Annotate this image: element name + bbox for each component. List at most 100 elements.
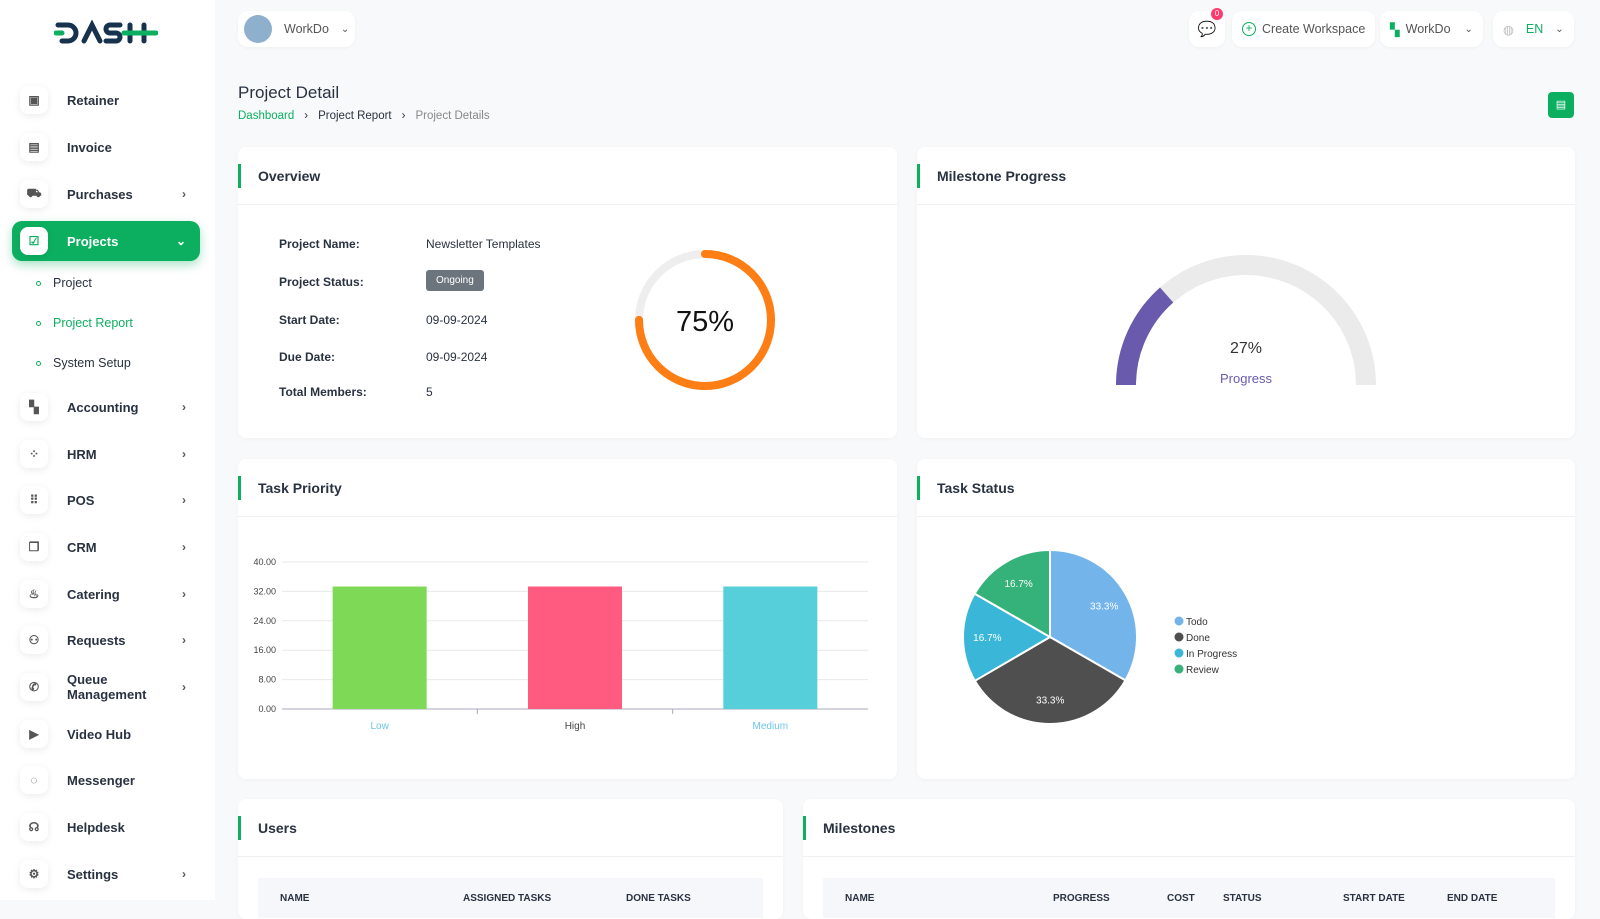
sidebar-item-label: Helpdesk — [67, 819, 125, 835]
phone-icon: ✆ — [20, 673, 48, 701]
sidebar-item-purchases[interactable]: ⛟ Purchases › — [12, 174, 200, 214]
sidebar-item-label: Queue Management — [67, 672, 147, 702]
checkbox-icon: ☑ — [20, 227, 48, 255]
language-selector[interactable]: ◍ EN ⌄ — [1493, 11, 1574, 47]
field-label: Start Date: — [279, 313, 340, 327]
sidebar-item-label: Invoice — [67, 139, 112, 155]
progress-ring: 75% — [635, 250, 775, 390]
sidebar-subitem[interactable]: System Setup — [36, 356, 131, 370]
chevron-icon: › — [182, 540, 186, 554]
bar-medium[interactable] — [723, 586, 818, 709]
sidebar-item-label: Messenger — [67, 772, 135, 788]
pie-slice-review[interactable] — [973, 548, 1051, 639]
sidebar-item-queue-management[interactable]: ✆ Queue Management › — [12, 667, 200, 707]
y-tick-label: 16.00 — [253, 645, 276, 655]
legend-swatch — [1174, 648, 1184, 658]
chef-icon: ♨ — [20, 580, 48, 608]
sidebar-item-label: Retainer — [67, 92, 120, 108]
export-button[interactable]: ▤ — [1548, 92, 1574, 118]
subitem-label: Project — [53, 276, 92, 290]
y-tick-label: 0.00 — [258, 704, 276, 714]
chevron-icon: › — [182, 187, 186, 201]
workspace-avatar — [244, 15, 272, 43]
sidebar-item-settings[interactable]: ⚙ Settings › — [12, 854, 200, 894]
chevron-down-icon: ⌄ — [1555, 23, 1564, 35]
overview-row: Due Date: 09-09-2024 — [279, 350, 487, 364]
bullet-icon — [36, 360, 41, 366]
pie-slice-todo[interactable] — [1049, 548, 1138, 682]
legend-swatch — [1174, 632, 1184, 642]
chevron-icon: › — [182, 493, 186, 507]
overview-row: Project Status: Ongoing — [279, 270, 484, 291]
sidebar-item-invoice[interactable]: ▤ Invoice — [12, 127, 200, 167]
chevron-icon: › — [182, 587, 186, 601]
sidebar-item-helpdesk[interactable]: ☊ Helpdesk — [12, 807, 200, 847]
floppy-icon: ▣ — [20, 86, 48, 114]
breadcrumb-dashboard[interactable]: Dashboard — [238, 110, 295, 122]
breadcrumb-project-report[interactable]: Project Report — [318, 110, 392, 122]
message-icon: ◌ — [20, 766, 48, 794]
sidebar-item-label: HRM — [67, 446, 97, 462]
chevron-icon: › — [182, 447, 186, 461]
column-header: STATUS — [1223, 893, 1262, 904]
y-tick-label: 24.00 — [253, 616, 276, 626]
field-value: 5 — [426, 385, 433, 399]
pie-slice-done[interactable] — [973, 635, 1127, 725]
subitem-label: Project Report — [53, 316, 133, 330]
pie-slice-in-progress[interactable] — [962, 592, 1052, 683]
task-priority-chart: 0.00 8.00 16.00 24.00 32.00 40.00 Low High Mediu… — [253, 557, 868, 732]
workspace-menu[interactable]: ▚ WorkDo ⌄ — [1380, 11, 1483, 47]
workspace-name: WorkDo — [284, 22, 329, 36]
chevron-icon: › — [182, 400, 186, 414]
y-tick-label: 40.00 — [253, 557, 276, 567]
messages-button[interactable]: 💬 0 — [1189, 8, 1225, 47]
field-value: Newsletter Templates — [426, 237, 541, 251]
milestone-progress-card: Milestone Progress 27% Progress — [917, 147, 1575, 438]
grid-icon: ⠿ — [20, 486, 48, 514]
column-header: START DATE — [1343, 893, 1405, 904]
users-card: Users NAME ASSIGNED TASKS DONE TASKS — [238, 799, 783, 919]
sidebar-item-label: Projects — [67, 233, 119, 249]
sidebar-item-catering[interactable]: ♨ Catering › — [12, 574, 200, 614]
chevron-right-icon: › — [304, 110, 309, 122]
chevron-icon: ⌄ — [175, 234, 186, 248]
layers-icon: ❐ — [20, 533, 48, 561]
sidebar-item-messenger[interactable]: ◌ Messenger — [12, 760, 200, 800]
file-icon: ▤ — [1555, 99, 1567, 111]
milestones-title: Milestones — [803, 799, 1575, 857]
sidebar-item-hrm[interactable]: ⁘ HRM › — [12, 434, 200, 474]
language-label: EN — [1525, 22, 1544, 36]
overview-title: Overview — [238, 147, 897, 205]
sidebar-subitem[interactable]: Project Report — [36, 316, 133, 330]
sidebar-item-projects[interactable]: ☑ Projects ⌄ — [12, 221, 200, 261]
headset-icon: ☊ — [20, 813, 48, 841]
field-label: Total Members: — [279, 385, 367, 399]
video-icon: ▶ — [20, 720, 48, 748]
legend-label: In Progress — [1186, 649, 1237, 660]
workspace-switcher[interactable]: WorkDo ⌄ — [238, 11, 356, 47]
sidebar-item-pos[interactable]: ⠿ POS › — [12, 480, 200, 520]
legend-label: Done — [1186, 633, 1210, 644]
column-header: PROGRESS — [1053, 893, 1110, 904]
sidebar-item-retainer[interactable]: ▣ Retainer — [12, 80, 200, 120]
sidebar-item-accounting[interactable]: ▚ Accounting › — [12, 387, 200, 427]
create-workspace-button[interactable]: + Create Workspace — [1232, 11, 1376, 47]
sidebar-subitem[interactable]: Project — [36, 276, 92, 290]
pie-data-label: 33.3% — [1090, 602, 1118, 613]
chevron-icon: › — [182, 867, 186, 881]
pie-data-label: 16.7% — [1004, 579, 1032, 590]
bar-low[interactable] — [332, 586, 427, 709]
bullet-icon — [36, 320, 41, 326]
field-label: Project Status: — [279, 275, 364, 289]
overview-card: Overview Project Name: Newsletter Templat… — [238, 147, 897, 438]
field-label: Due Date: — [279, 350, 336, 364]
sidebar-item-crm[interactable]: ❐ CRM › — [12, 527, 200, 567]
dash-logo — [54, 20, 158, 44]
y-tick-label: 32.00 — [253, 586, 276, 596]
notification-badge: 0 — [1211, 8, 1223, 20]
task-status-card: Task Status 33.3% Todo 33.3% Done 16.7% In Pr… — [917, 459, 1575, 779]
sidebar-item-video-hub[interactable]: ▶ Video Hub — [12, 714, 200, 754]
bar-high[interactable] — [528, 586, 622, 709]
globe-icon: ◍ — [1503, 22, 1514, 37]
sidebar-item-requests[interactable]: ⚇ Requests › — [12, 620, 200, 660]
